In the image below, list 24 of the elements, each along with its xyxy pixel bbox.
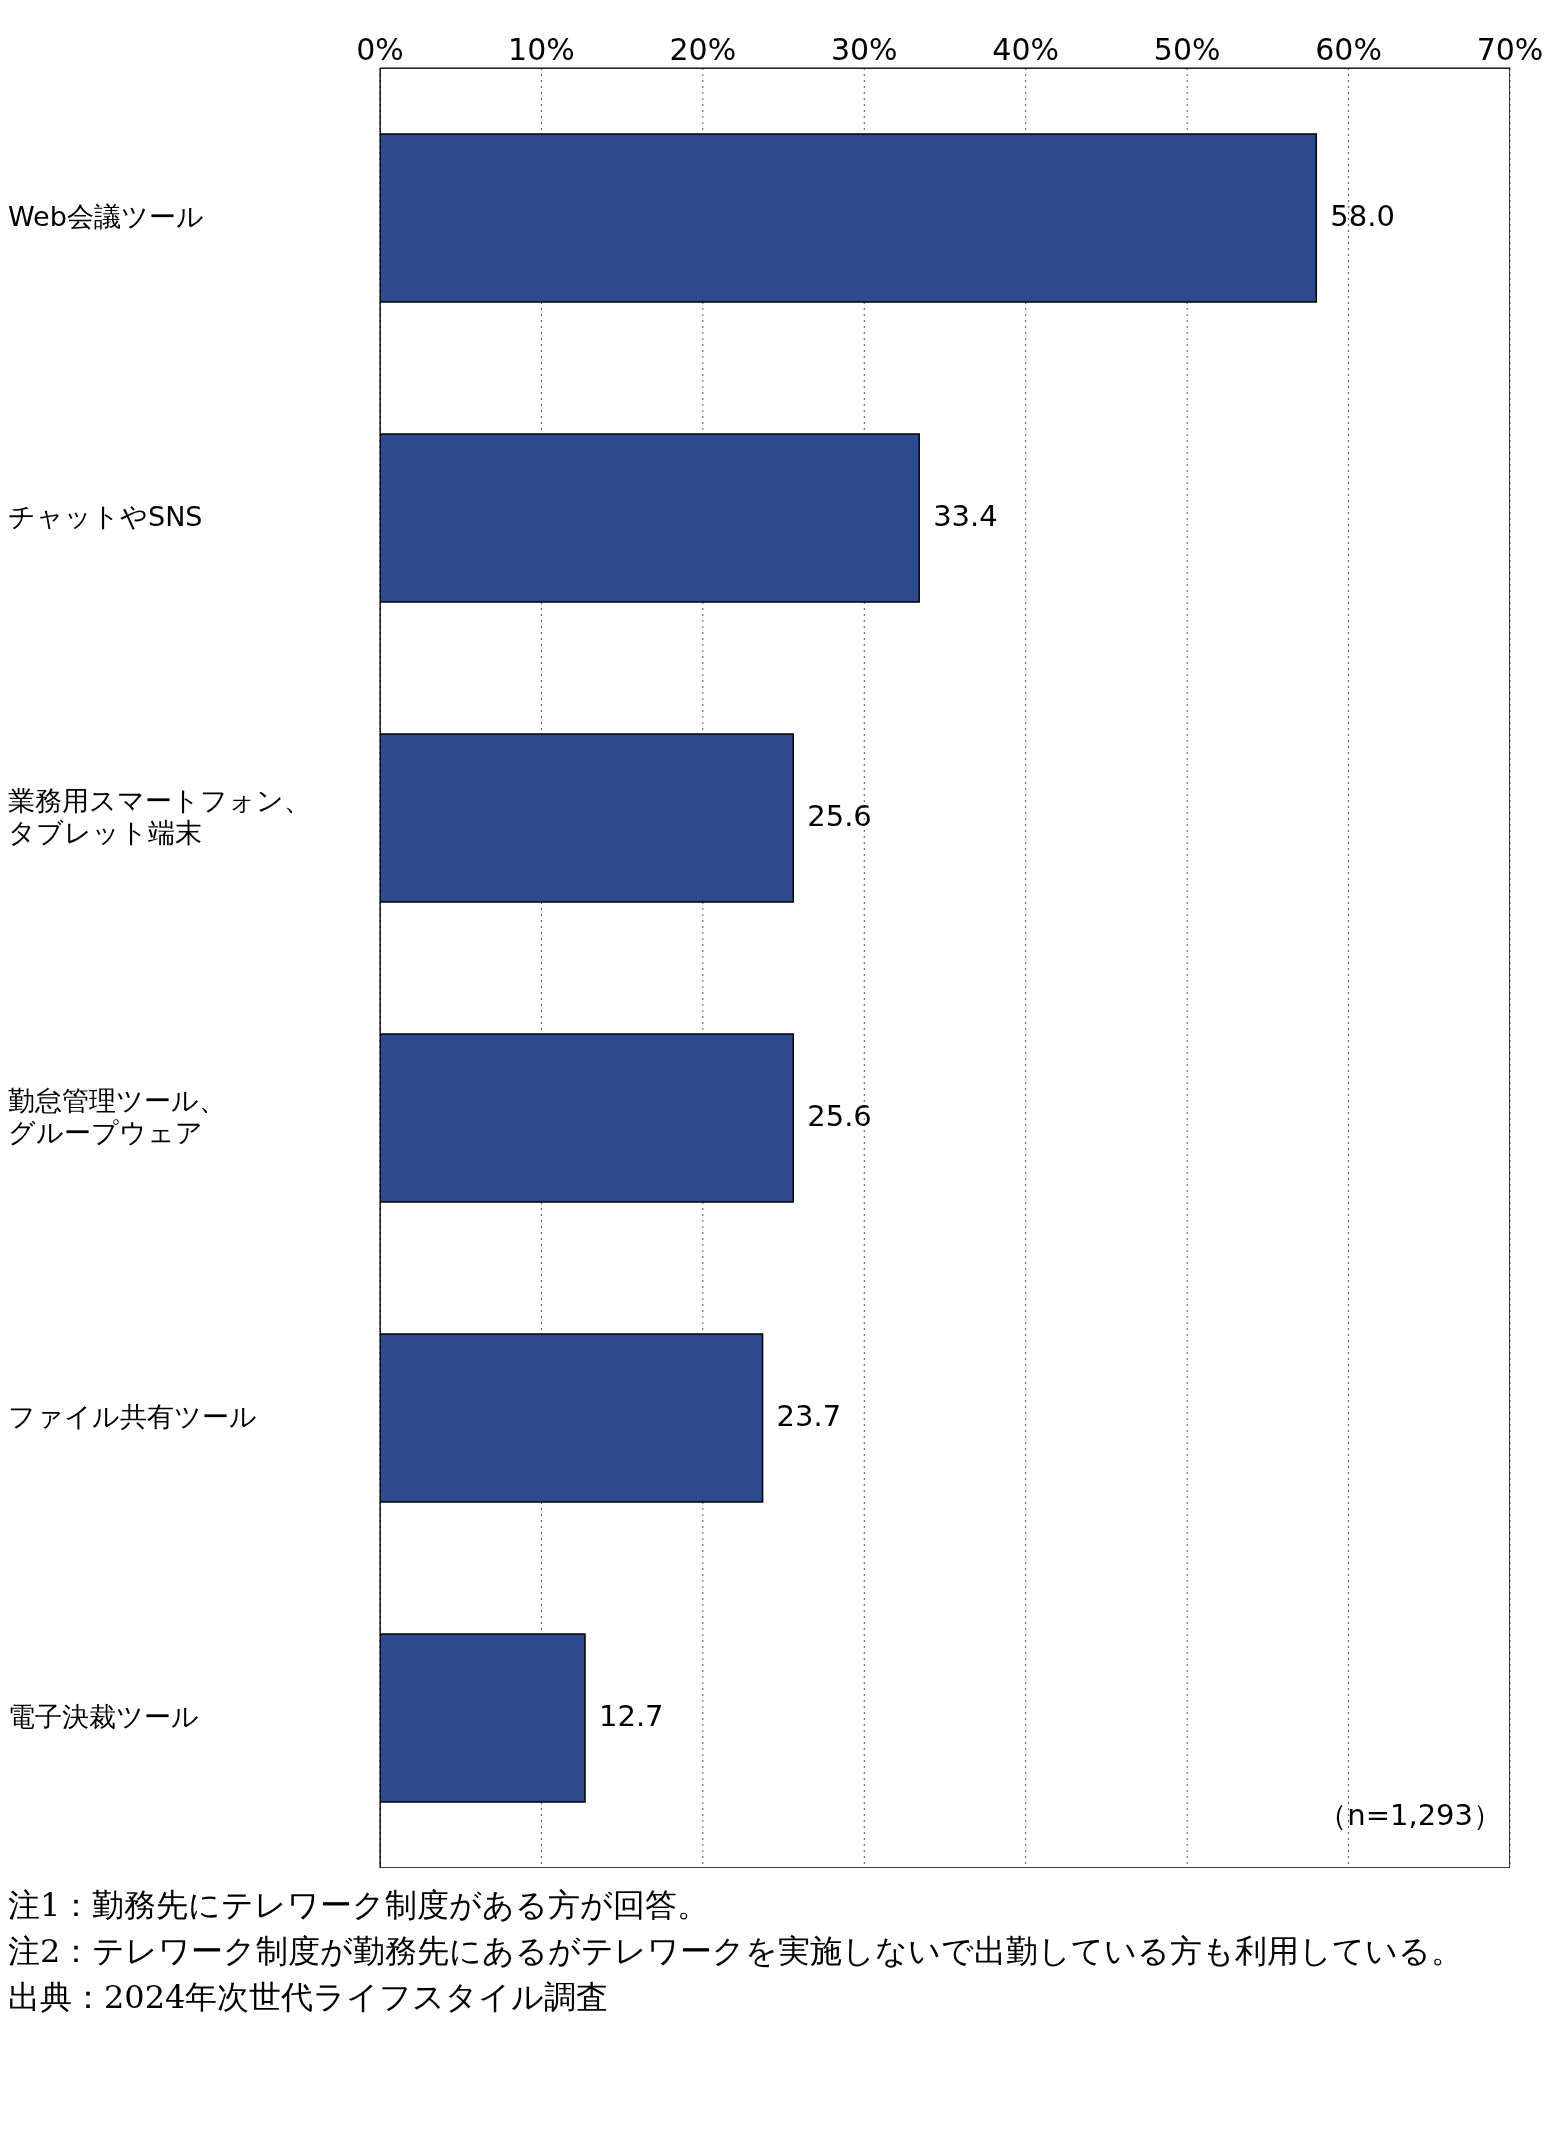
y-tick-label: チャットやSNS (8, 500, 203, 532)
text: 注2：テレワーク制度が勤務先にあるがテレワークを実施しないで出勤している方も利用している。 (8, 1931, 1465, 1972)
text: 注1：勤務先にテレワーク制度がある方が回答。 (8, 1885, 711, 1926)
data-label: 58.0 (1330, 199, 1395, 233)
x-tick-label: 30% (830, 32, 898, 67)
data-label: 33.4 (933, 499, 998, 533)
y-tick-label: 電子決裁ツール (8, 1700, 199, 1732)
data-label: 25.6 (807, 799, 872, 833)
source-note: 出典：2024年次世代ライフスタイル調査 (8, 1977, 610, 2018)
data-label: 12.7 (599, 1699, 664, 1733)
x-tick-label: 60% (1315, 32, 1382, 67)
data-label: 25.6 (807, 1099, 872, 1133)
y-tick-label: Web会議ツール (8, 200, 204, 232)
x-tick-label: 50% (1153, 32, 1221, 67)
x-tick-label: 40% (992, 32, 1060, 67)
data-label: 23.7 (776, 1399, 842, 1433)
y-tick-label: 勤怠管理ツール、グループウェア (8, 1084, 226, 1148)
x-tick-label: 20% (669, 32, 737, 67)
x-tick-label: 10% (508, 32, 575, 67)
annotation: （n=1,293） (1318, 1797, 1502, 1834)
y-tick-label: 業務用スマートフォン、タブレット端末 (8, 784, 311, 848)
x-tick-label: 70% (1476, 32, 1544, 67)
x-tick-label: 0% (356, 32, 404, 67)
y-tick-label: ファイル共有ツール (8, 1400, 257, 1432)
